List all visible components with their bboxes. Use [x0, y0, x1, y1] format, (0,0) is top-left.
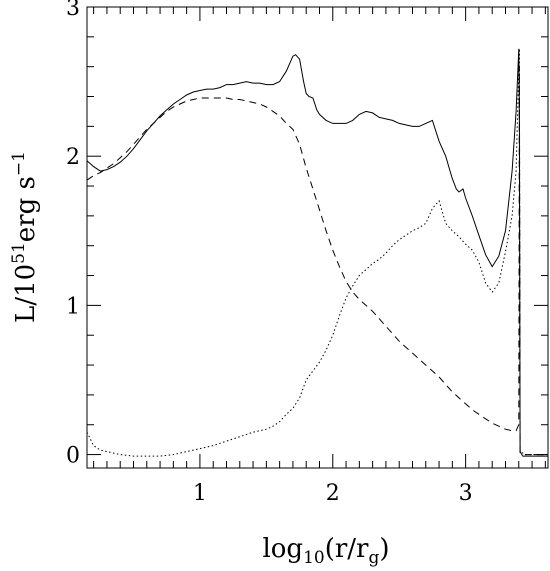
y-tick-label: 1 [66, 294, 80, 319]
series-line-solid [86, 48, 548, 457]
x-axis-title: log10(r/rg) [262, 534, 389, 568]
x-tick-label: 2 [326, 481, 340, 506]
series-layer [86, 48, 548, 457]
x-tick-label: 1 [193, 481, 207, 506]
y-tick-label: 2 [66, 145, 80, 170]
tick-label-layer: 1 2 3 0 1 2 3 [66, 0, 473, 506]
series-line-dashed [86, 66, 548, 456]
y-tick-label: 0 [66, 444, 80, 469]
tick-layer [87, 6, 548, 468]
x-tick-label: 3 [459, 481, 473, 506]
plot-frame [86, 6, 549, 469]
y-axis-title: L/1051erg s−1 [9, 151, 41, 323]
series-line-dotted [86, 48, 548, 457]
y-tick-label: 3 [66, 0, 80, 21]
